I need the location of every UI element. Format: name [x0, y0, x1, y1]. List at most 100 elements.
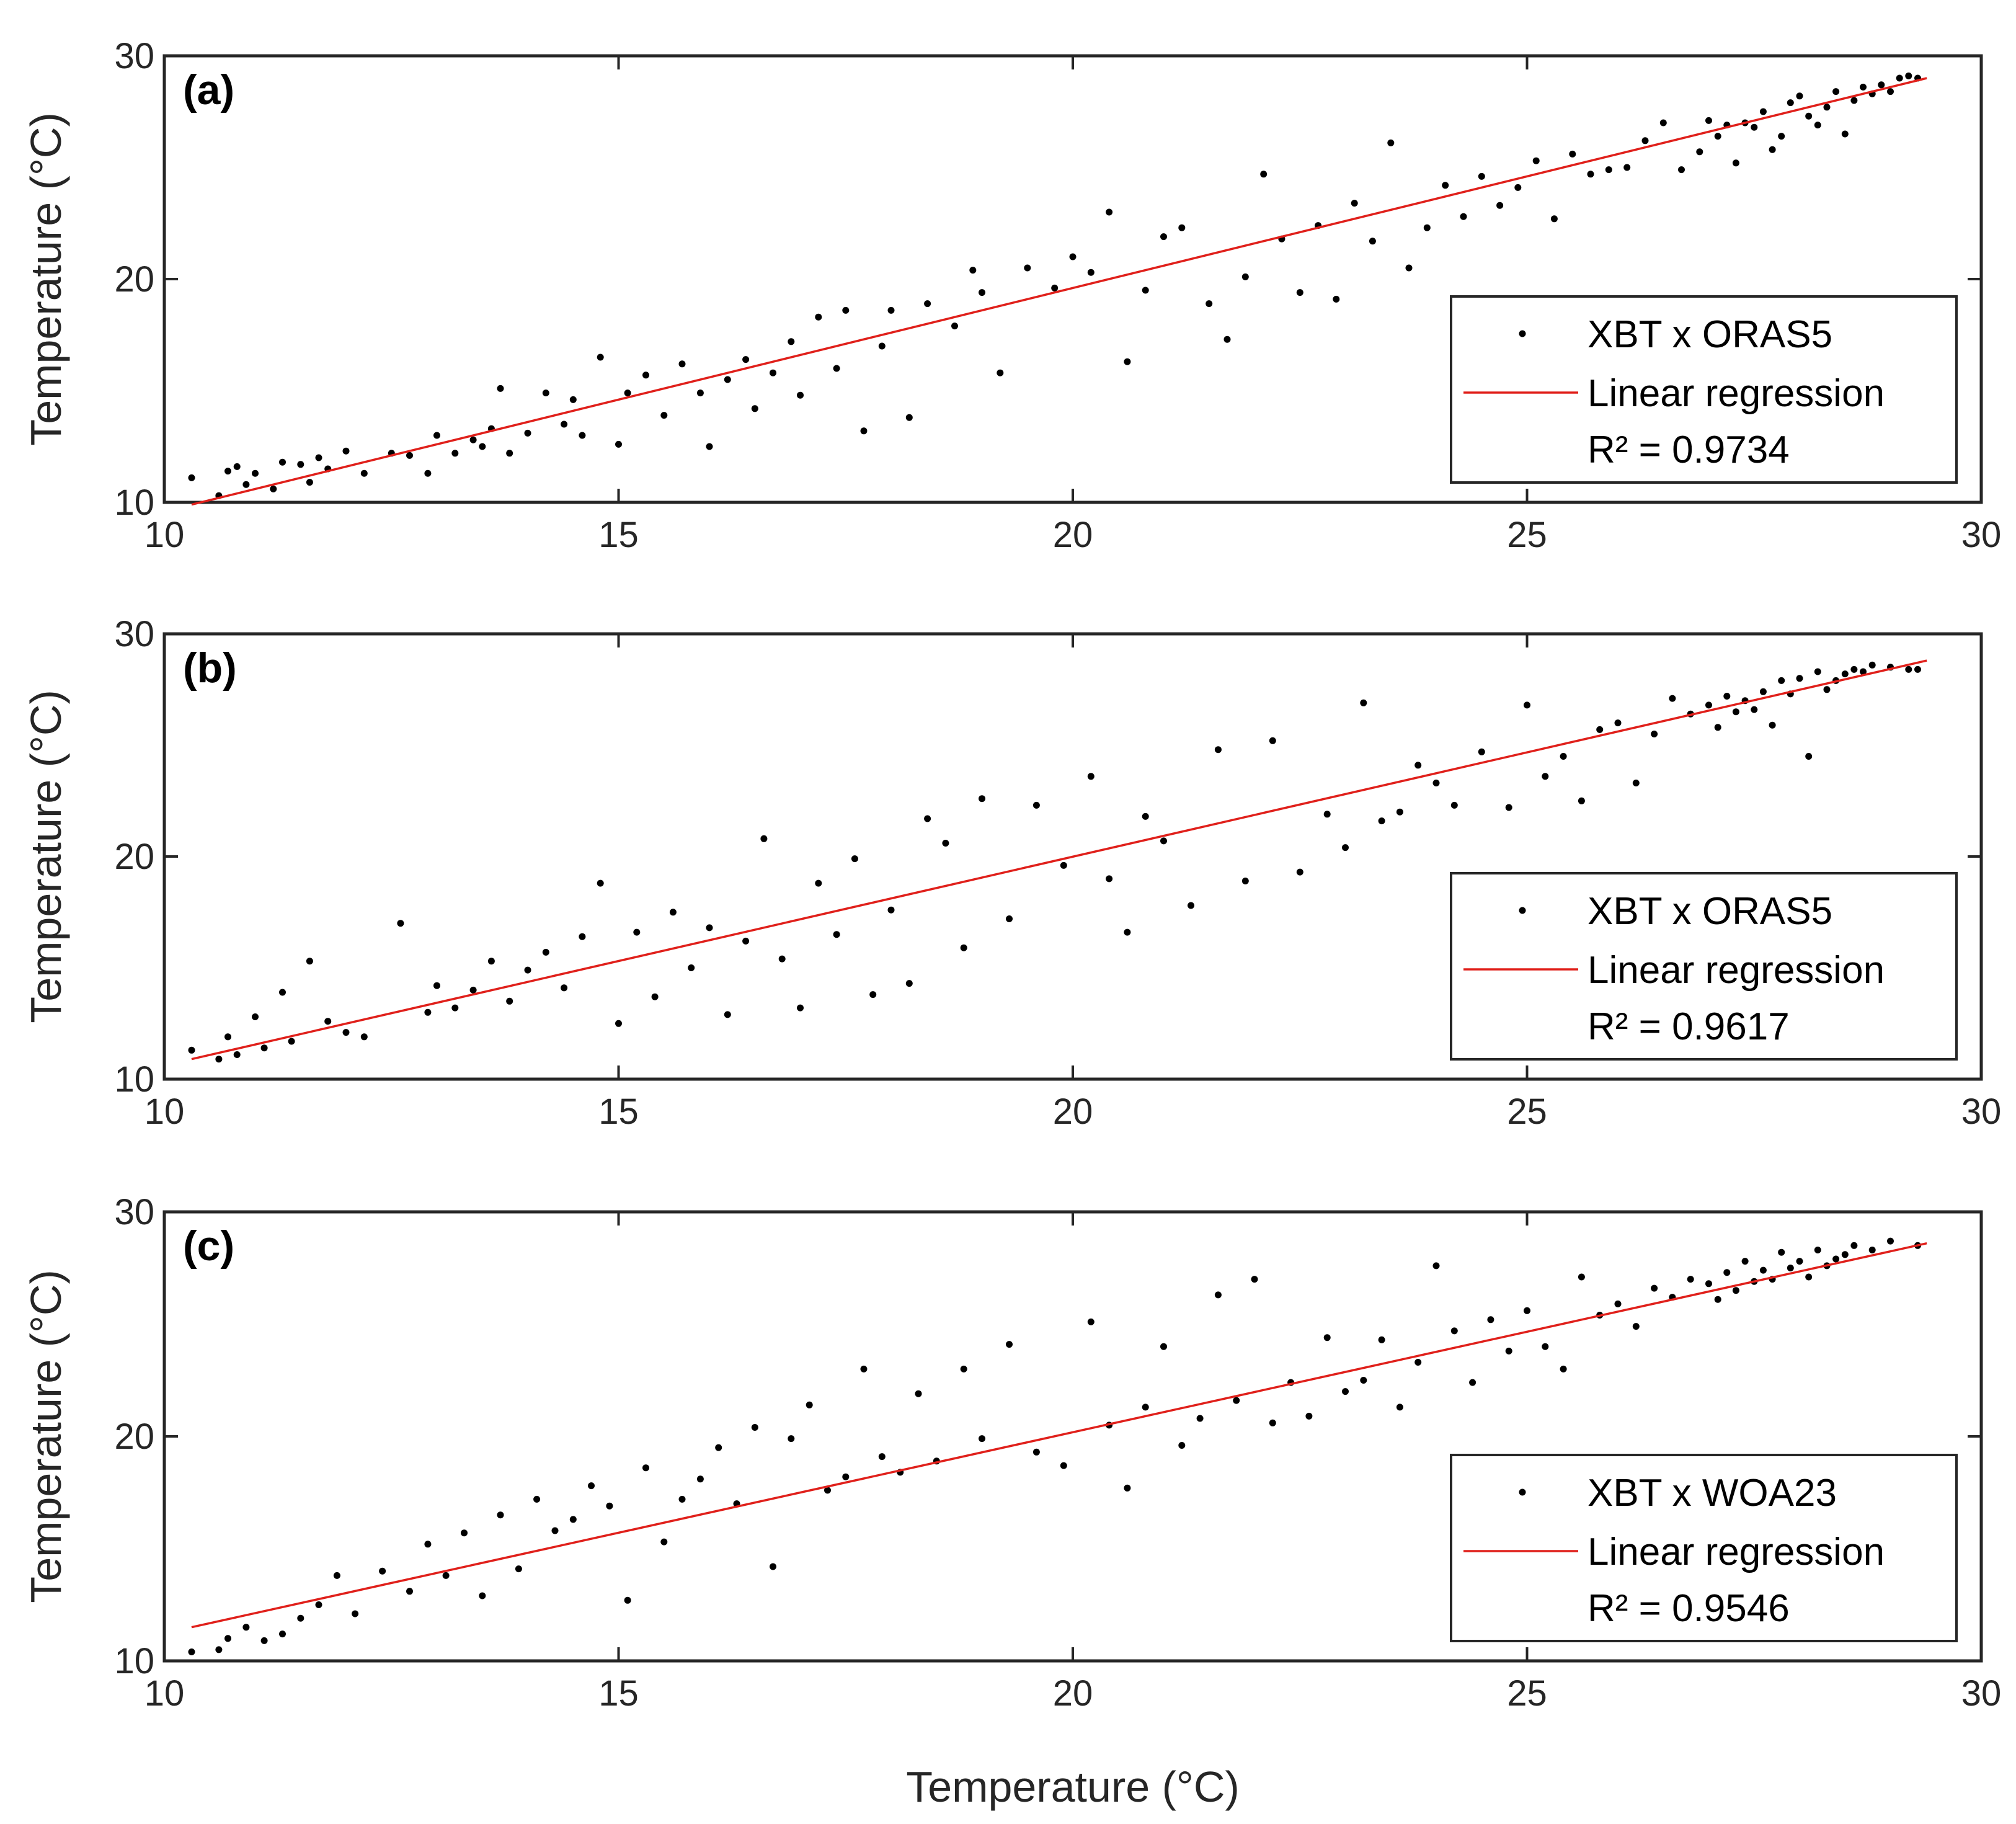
scatter-point [297, 1614, 304, 1622]
scatter-point [451, 1004, 459, 1012]
scatter-point [624, 389, 631, 397]
scatter-point [487, 958, 495, 965]
scatter-point [1124, 1484, 1131, 1492]
scatter-point [1233, 1397, 1240, 1404]
scatter-point [660, 1538, 668, 1546]
scatter-point [770, 369, 776, 376]
scatter-point [260, 1044, 268, 1052]
scatter-point [1396, 808, 1403, 816]
scatter-point [279, 989, 286, 996]
scatter-point [979, 1435, 985, 1443]
scatter-point [333, 1572, 340, 1579]
legend-line-label: Linear regression [1587, 949, 1885, 992]
scatter-point [1296, 868, 1303, 876]
y-tick-label: 30 [114, 36, 154, 76]
legend-points-label: XBT x ORAS5 [1587, 313, 1832, 356]
y-axis-title: Temperature (°C) [22, 690, 70, 1023]
scatter-point [1024, 264, 1031, 272]
scatter-point [1305, 1412, 1313, 1420]
scatter-point [1423, 224, 1431, 231]
scatter-point [1887, 88, 1894, 96]
scatter-point [1714, 133, 1721, 140]
scatter-point [479, 443, 486, 450]
scatter-point [979, 795, 985, 803]
scatter-point [1732, 708, 1739, 716]
scatter-point [1651, 731, 1658, 737]
scatter-point [1051, 284, 1059, 291]
y-tick-label: 10 [114, 1641, 154, 1681]
x-tick-label: 25 [1507, 1092, 1547, 1132]
scatter-point [1241, 878, 1249, 884]
scatter-point [688, 964, 695, 971]
scatter-point [1323, 811, 1331, 818]
scatter-point [1160, 1343, 1167, 1350]
scatter-point [1914, 665, 1921, 673]
scatter-point [551, 1527, 559, 1534]
scatter-point [1860, 668, 1867, 675]
legend-points-label: XBT x ORAS5 [1587, 890, 1832, 933]
scatter-point [1432, 780, 1440, 786]
scatter-point [1514, 184, 1522, 191]
x-tick-label: 10 [144, 1673, 185, 1714]
scatter-point [542, 948, 549, 956]
scatter-point [1206, 300, 1213, 308]
scatter-point [1442, 182, 1449, 189]
scatter-point [833, 365, 840, 372]
scatter-point [1241, 273, 1249, 280]
scatter-point [905, 414, 913, 421]
x-tick-label: 15 [598, 515, 639, 555]
scatter-point [588, 1482, 595, 1490]
scatter-point [506, 450, 513, 457]
legend: XBT x ORAS5 Linear regression R² = 0.9734 [1450, 295, 1958, 484]
scatter-point [1414, 762, 1422, 769]
scatter-point [1814, 122, 1821, 129]
scatter-point [1769, 146, 1776, 153]
legend-r2-label: R² = 0.9734 [1587, 429, 1790, 471]
scatter-point [1669, 695, 1676, 702]
scatter-point [479, 1592, 486, 1599]
scatter-point [1460, 213, 1467, 220]
scatter-point [1006, 915, 1013, 922]
scatter-point [1751, 706, 1758, 713]
scatter-point [942, 840, 949, 847]
scatter-point [633, 928, 641, 936]
scatter-point [1787, 99, 1794, 107]
scatter-point [1850, 665, 1858, 673]
scatter-point [905, 980, 913, 987]
scatter-point [315, 1601, 322, 1608]
scatter-point [860, 427, 868, 435]
scatter-point [1759, 688, 1767, 695]
scatter-point [1450, 801, 1458, 809]
legend-point-marker [1519, 1488, 1526, 1496]
scatter-point [342, 1029, 350, 1036]
scatter-point [696, 1475, 704, 1483]
scatter-point [1333, 295, 1340, 303]
scatter-point [224, 1635, 231, 1642]
scatter-point [506, 997, 513, 1005]
scatter-point [1142, 287, 1149, 294]
scatter-point [497, 385, 504, 392]
scatter-point [1796, 1258, 1803, 1265]
scatter-point [1069, 253, 1077, 260]
panel-a: 10 15 20 25 30 10 20 30 Temperature (°C) (a) XBT x… [22, 36, 2001, 555]
scatter-point [860, 1365, 868, 1372]
scatter-point [1296, 289, 1303, 296]
x-axis-title: Temperature (°C) [906, 1763, 1240, 1811]
scatter-point [1796, 92, 1803, 100]
scatter-point [815, 313, 822, 321]
scatter-point [352, 1610, 359, 1617]
scatter-point [997, 369, 1004, 376]
scatter-point [1868, 1247, 1876, 1253]
scatter-point [1759, 1266, 1767, 1274]
scatter-point [1505, 804, 1512, 811]
scatter-point [542, 389, 549, 397]
legend-box [1450, 295, 1958, 484]
x-tick-label: 30 [1961, 515, 2002, 555]
scatter-point [597, 879, 604, 887]
y-tick-label: 30 [114, 614, 154, 654]
scatter-point [1687, 1276, 1694, 1283]
scatter-point [1823, 686, 1831, 693]
scatter-point [406, 1588, 413, 1595]
scatter-point [1260, 171, 1268, 178]
x-tick-label: 15 [598, 1673, 639, 1714]
